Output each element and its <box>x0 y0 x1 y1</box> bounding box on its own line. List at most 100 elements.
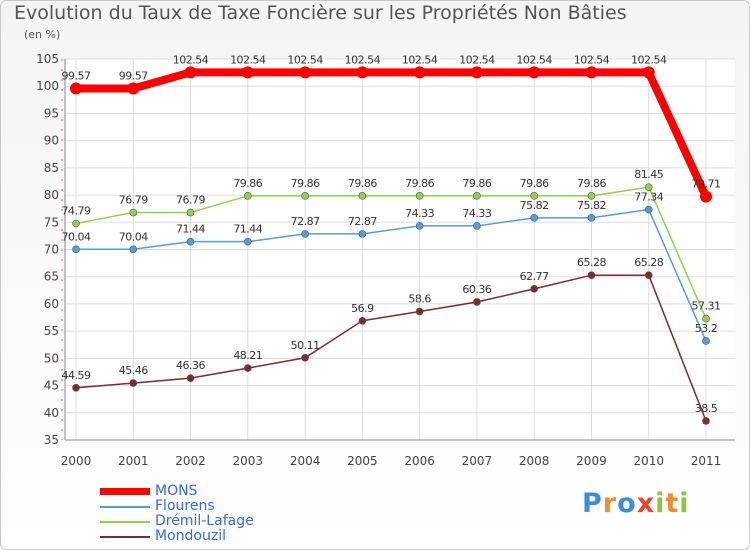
legend-swatch <box>100 521 150 523</box>
y-tick-label: 65 <box>44 270 59 284</box>
data-point <box>72 219 80 228</box>
data-point <box>700 190 712 203</box>
data-label: 74.33 <box>405 207 434 220</box>
data-label: 99.57 <box>119 70 148 83</box>
data-point <box>241 66 254 79</box>
data-label: 102.54 <box>402 53 438 66</box>
data-label: 102.54 <box>287 53 323 66</box>
y-tick-label: 45 <box>44 379 59 393</box>
x-tick-label: 2008 <box>519 454 550 468</box>
data-label: 57.31 <box>692 300 721 313</box>
data-label: 79.71 <box>692 178 721 191</box>
x-tick-label: 2011 <box>691 454 722 468</box>
x-tick-label: 2005 <box>347 454 378 468</box>
data-label: 102.54 <box>230 53 266 66</box>
x-tick-label: 2000 <box>61 454 92 468</box>
data-point <box>702 417 710 425</box>
data-point <box>301 230 309 238</box>
data-label: 102.54 <box>516 53 552 66</box>
data-label: 79.86 <box>462 177 491 190</box>
legend-label: Mondouzil <box>155 528 226 544</box>
data-point <box>356 66 369 79</box>
data-point <box>129 208 138 217</box>
data-label: 50.11 <box>291 339 320 352</box>
data-label: 76.79 <box>119 194 148 207</box>
data-label: 81.45 <box>634 168 663 181</box>
data-label: 62.77 <box>520 270 549 283</box>
data-label: 79.86 <box>405 177 434 190</box>
series-line-Flourens <box>75 208 707 342</box>
data-point <box>473 298 481 306</box>
data-point <box>415 222 424 230</box>
data-point <box>530 285 538 293</box>
series-line-Drémil-Lafage <box>75 186 707 320</box>
legend-swatch <box>100 488 150 495</box>
y-tick-label: 70 <box>44 243 59 257</box>
legend-label: Drémil-Lafage <box>155 513 254 529</box>
unit-label: (en %) <box>24 28 61 41</box>
logo-letter: r <box>602 488 618 519</box>
data-point <box>644 183 653 191</box>
y-tick-label: 85 <box>44 161 59 175</box>
data-label: 48.21 <box>233 349 262 362</box>
logo-letter: P <box>582 488 603 519</box>
data-point <box>70 82 82 95</box>
data-point <box>470 66 483 79</box>
data-point <box>413 66 426 79</box>
legend-swatch <box>100 506 150 508</box>
data-point <box>186 208 195 217</box>
data-point <box>473 192 481 200</box>
logo-letter: o <box>617 488 637 519</box>
x-tick-label: 2003 <box>233 454 264 468</box>
x-tick-label: 2006 <box>404 454 435 468</box>
data-label: 53.2 <box>695 322 718 335</box>
data-point <box>358 230 367 238</box>
data-label: 74.33 <box>462 207 491 220</box>
data-label: 71.44 <box>176 223 205 236</box>
data-point <box>129 245 138 254</box>
data-label: 74.79 <box>62 204 91 217</box>
data-point <box>644 205 653 214</box>
data-label: 70.04 <box>119 230 148 243</box>
data-label: 75.82 <box>577 199 606 212</box>
data-point <box>702 337 710 345</box>
y-tick-label: 50 <box>44 351 59 365</box>
data-point <box>299 66 312 79</box>
data-point <box>415 192 424 200</box>
data-point <box>184 66 197 79</box>
data-label: 58.6 <box>408 293 431 306</box>
y-tick-label: 75 <box>44 215 59 229</box>
data-point <box>72 384 80 392</box>
data-point <box>702 314 710 323</box>
data-label: 76.79 <box>176 194 205 207</box>
data-label: 79.86 <box>348 177 377 190</box>
y-tick-label: 55 <box>44 324 59 338</box>
data-label: 45.46 <box>119 364 148 377</box>
y-tick-label: 105 <box>36 52 59 66</box>
data-label: 79.86 <box>291 177 320 190</box>
data-point <box>415 307 424 316</box>
data-label: 79.86 <box>520 177 549 190</box>
y-tick-label: 90 <box>44 134 59 148</box>
data-point <box>642 66 655 79</box>
x-tick-label: 2010 <box>633 454 664 468</box>
data-label: 102.54 <box>631 53 667 66</box>
y-tick-label: 80 <box>44 188 59 202</box>
data-point <box>587 192 596 200</box>
data-label: 72.87 <box>348 215 377 228</box>
data-point <box>358 317 367 325</box>
data-label: 70.04 <box>62 230 91 243</box>
logo-letter: x <box>636 488 656 519</box>
legend-label: MONS <box>155 483 198 499</box>
data-point <box>186 237 195 246</box>
y-tick-label: 60 <box>44 297 59 311</box>
y-tick-label: 100 <box>36 79 59 93</box>
x-tick-label: 2007 <box>462 454 493 468</box>
data-label: 102.54 <box>459 53 495 66</box>
y-tick-label: 35 <box>44 433 59 447</box>
data-point <box>358 192 367 200</box>
logo-letter: i <box>679 488 690 519</box>
data-label: 79.86 <box>577 177 606 190</box>
x-tick-label: 2001 <box>118 454 149 468</box>
